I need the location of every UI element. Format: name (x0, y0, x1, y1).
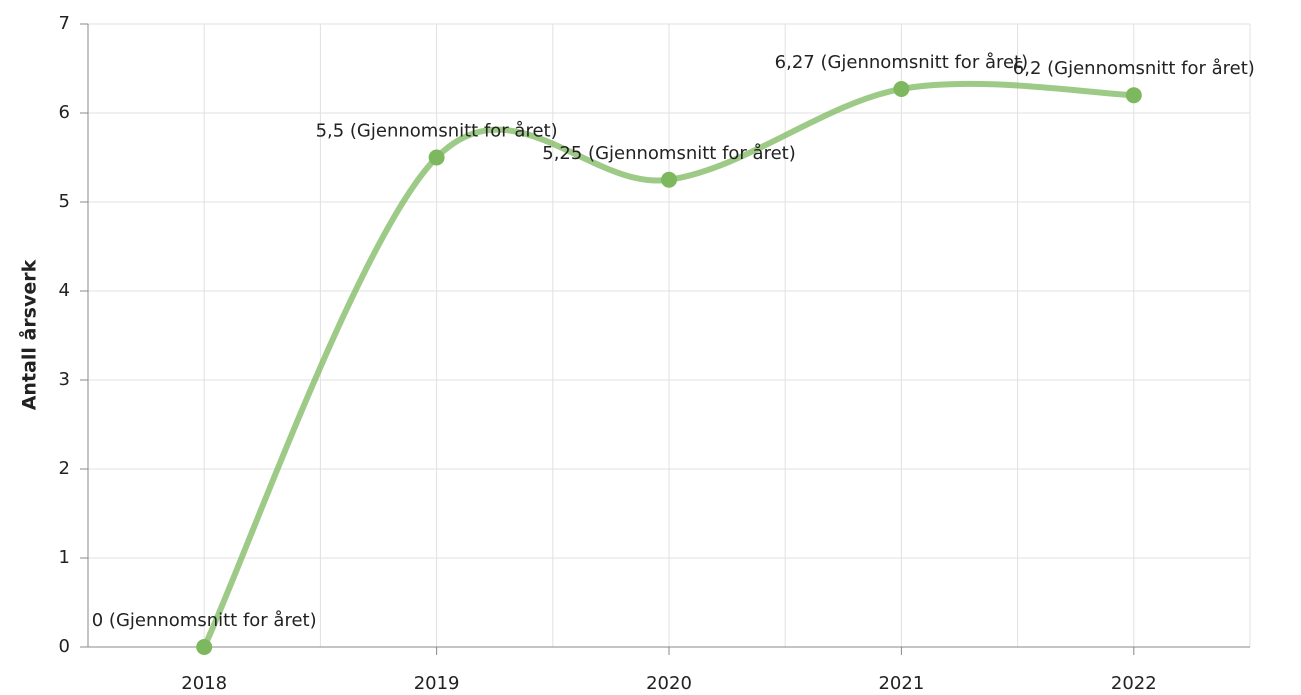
x-tick-label: 2020 (646, 673, 692, 694)
y-tick-label: 2 (59, 458, 70, 479)
data-point (196, 639, 213, 655)
data-label: 6,27 (Gjennomsnitt for året) (775, 52, 1029, 73)
x-tick-label: 2021 (878, 673, 924, 694)
x-tick-label: 2022 (1111, 673, 1157, 694)
data-point (1125, 87, 1142, 104)
data-label: 5,25 (Gjennomsnitt for året) (542, 143, 796, 164)
y-tick-label: 1 (59, 547, 70, 568)
y-tick-label: 3 (59, 369, 70, 390)
data-point (428, 149, 445, 166)
data-point (661, 171, 677, 188)
x-tick-label: 2019 (414, 673, 460, 694)
data-point (893, 80, 910, 97)
y-tick-label: 7 (59, 13, 70, 34)
y-tick-label: 0 (59, 636, 70, 657)
y-tick-label: 6 (59, 102, 70, 123)
data-label: 0 (Gjennomsnitt for året) (92, 610, 317, 631)
y-axis-label: Antall årsverk (17, 259, 41, 410)
y-tick-label: 5 (59, 191, 70, 212)
data-label: 5,5 (Gjennomsnitt for året) (316, 121, 558, 142)
x-tick-label: 2018 (181, 673, 227, 694)
data-label: 6,2 (Gjennomsnitt for året) (1013, 58, 1255, 79)
y-tick-label: 4 (59, 280, 70, 301)
series-line (201, 80, 1137, 650)
